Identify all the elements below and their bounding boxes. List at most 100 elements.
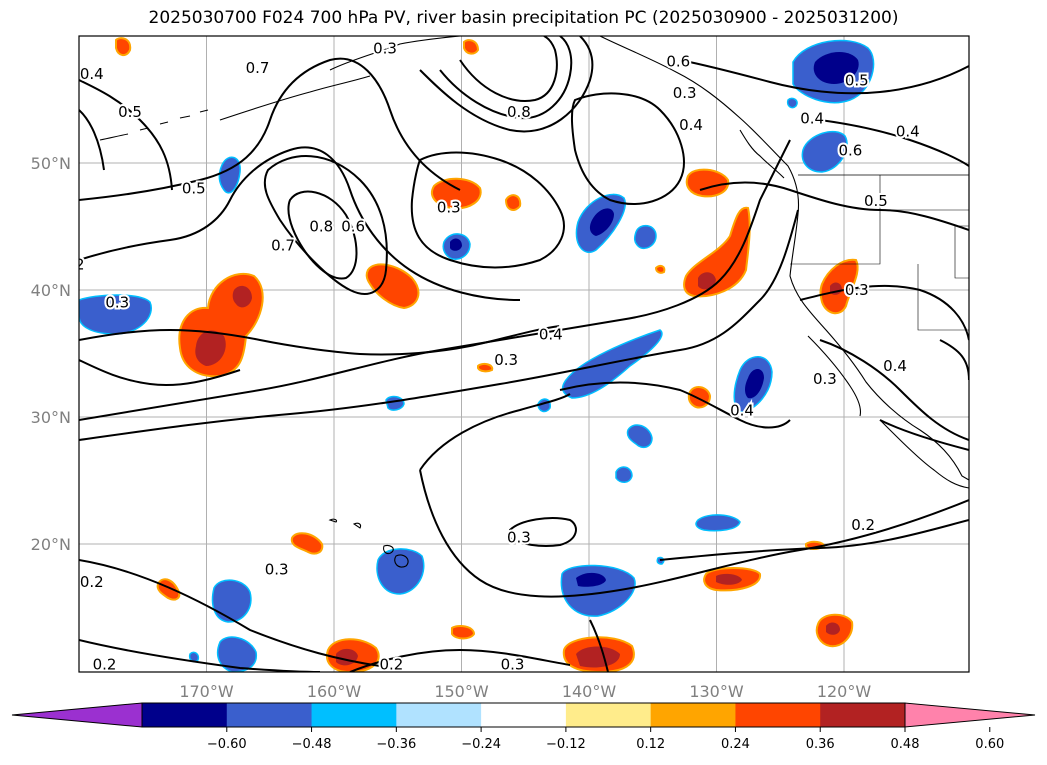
colorbar-tick-label: −0.12 bbox=[546, 737, 586, 752]
colorbar-tick-label: 0.60 bbox=[975, 737, 1004, 752]
precip-positive-area bbox=[463, 39, 480, 55]
contour-label: 0.5 bbox=[182, 179, 206, 197]
contour-label: 0.6 bbox=[838, 141, 862, 159]
pv-contour-line bbox=[79, 109, 241, 387]
precip-negative-core bbox=[450, 238, 462, 251]
pv-contour-line bbox=[419, 469, 969, 598]
precip-negative-area bbox=[385, 395, 405, 411]
pv-contour-line bbox=[79, 325, 561, 356]
colorbar-segment bbox=[142, 703, 228, 727]
contour-labels: 0.4 0.70.50.80.30.50.8 0.60.70.30.80.60.30… bbox=[42, 38, 922, 674]
colorbar: −0.60 −0.48 −0.36 −0.24 −0.12 0.12 0.24 0.36 0.4… bbox=[11, 702, 1036, 752]
lon-tick-label: 150°W bbox=[434, 682, 489, 701]
precip-negative-core bbox=[589, 208, 614, 236]
colorbar-tick-label: 0.12 bbox=[636, 737, 665, 752]
contour-label: 0.3 bbox=[105, 294, 129, 312]
precip-positive-area bbox=[290, 532, 324, 555]
pv-contours bbox=[79, 36, 969, 672]
contour-label: 0.5 bbox=[845, 71, 869, 89]
pv-contour-line bbox=[419, 381, 791, 471]
pv-contour-line bbox=[679, 59, 969, 167]
precip-positive-area bbox=[683, 206, 751, 298]
precip-negative-core bbox=[813, 51, 859, 84]
contour-label: 0.3 bbox=[373, 40, 397, 58]
contour-label: 0.4 bbox=[883, 357, 907, 375]
pv-contour-line bbox=[79, 559, 381, 667]
precip-negative-area bbox=[79, 294, 152, 335]
pv-contour-line bbox=[79, 139, 791, 421]
colorbar-extend-low bbox=[11, 702, 143, 728]
precip-negative-area bbox=[633, 224, 657, 250]
colorbar-segment bbox=[650, 703, 736, 727]
pv-contour-line bbox=[459, 36, 558, 102]
lat-tick-label: 20°N bbox=[31, 535, 71, 554]
colorbar-segment bbox=[226, 703, 313, 727]
pv-contour-line bbox=[410, 151, 565, 269]
colorbar-segment bbox=[481, 703, 567, 727]
precip-positive-core bbox=[232, 285, 252, 308]
contour-label: 0.6 bbox=[666, 52, 690, 70]
contour-label: 0.4 bbox=[42, 319, 66, 337]
precip-positive-core bbox=[576, 646, 620, 668]
precip-positive-area bbox=[477, 362, 494, 373]
colorbar-tick-label: −0.24 bbox=[461, 737, 501, 752]
pv-contour-line bbox=[571, 92, 685, 205]
precip-positive-area bbox=[685, 168, 730, 198]
precip-negative-area bbox=[211, 579, 252, 623]
colorbar-frame bbox=[141, 702, 906, 728]
north-america-coastline bbox=[599, 36, 969, 481]
lat-tick-label: 40°N bbox=[31, 281, 71, 300]
contour-label: 0.7 bbox=[246, 59, 270, 77]
lon-tick-label: 160°W bbox=[307, 682, 362, 701]
colorbar-tick-label: 0.36 bbox=[806, 737, 835, 752]
precip-positive-core bbox=[716, 573, 742, 585]
colorbar-tick-label: −0.36 bbox=[376, 737, 416, 752]
colorbar-segment bbox=[396, 703, 482, 727]
precip-positive-area bbox=[687, 386, 712, 409]
precip-negative-area bbox=[786, 97, 798, 109]
british-columbia-islands bbox=[739, 129, 785, 179]
precip-negative-area bbox=[188, 651, 200, 663]
pv-contour-line bbox=[79, 209, 799, 441]
contour-label: 0.8 bbox=[309, 218, 333, 236]
contour-label: 0.3 bbox=[494, 351, 518, 369]
contour-label: 0.3 bbox=[845, 281, 869, 299]
precip-negative-area bbox=[615, 466, 633, 483]
longitude-labels: 170°W 160°W 150°W 140°W 130°W 120°W bbox=[179, 682, 871, 701]
pv-contour-line bbox=[659, 519, 969, 561]
contour-label: 0.4 bbox=[539, 325, 563, 343]
colorbar-tick-label: −0.48 bbox=[292, 737, 332, 752]
pv-contour-line bbox=[79, 57, 461, 201]
contour-label: 0.4 bbox=[800, 110, 824, 128]
colorbar-tick-label: −0.60 bbox=[207, 737, 247, 752]
pv-contour-line bbox=[699, 181, 969, 231]
precip-negative-core bbox=[576, 572, 606, 587]
precip-negative-area bbox=[695, 514, 741, 532]
pv-contour-line bbox=[799, 284, 969, 441]
precip-negative-area bbox=[626, 424, 653, 449]
contour-label: 0.2 bbox=[851, 516, 875, 534]
precip-negative-area bbox=[216, 636, 258, 672]
contour-label: 0.3 bbox=[437, 198, 461, 216]
contour-label: 0.5 bbox=[118, 103, 142, 121]
contour-label: 0.2 bbox=[93, 656, 117, 674]
lon-tick-label: 170°W bbox=[179, 682, 234, 701]
lon-tick-label: 120°W bbox=[817, 682, 872, 701]
colorbar-segment bbox=[735, 703, 821, 727]
precip-negative-area bbox=[376, 548, 425, 595]
contour-label: 0.4 bbox=[730, 402, 754, 420]
colorbar-segment bbox=[820, 703, 906, 727]
precip-positive-area bbox=[504, 194, 522, 211]
contour-label: 0.4 bbox=[42, 357, 66, 375]
contour-label: 0.2 bbox=[80, 573, 104, 591]
lat-tick-label: 30°N bbox=[31, 408, 71, 427]
contour-label: 0.2 bbox=[379, 656, 403, 674]
contour-label: 0.3 bbox=[507, 529, 531, 547]
lat-tick-label: 50°N bbox=[31, 154, 71, 173]
contour-label: 0.5 bbox=[864, 192, 888, 210]
contour-label: 0.8 bbox=[507, 103, 531, 121]
contour-label: 0.7 bbox=[271, 237, 295, 255]
contour-label: 0.4 bbox=[80, 65, 104, 83]
pv-contour-line bbox=[589, 619, 609, 672]
